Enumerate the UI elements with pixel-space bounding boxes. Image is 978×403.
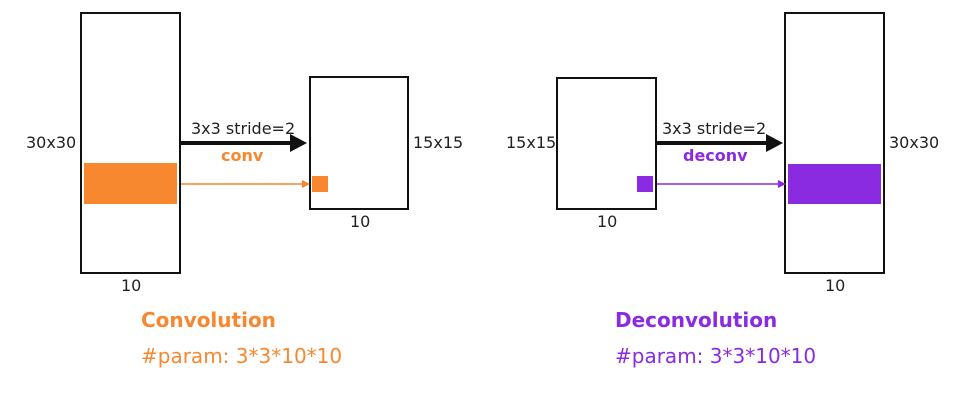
deconv-output-block bbox=[784, 12, 885, 274]
deconv-param-text: #param: 3*3*10*10 bbox=[615, 344, 817, 368]
conv-main-arrowhead bbox=[290, 134, 307, 152]
conv-arrow-label: 3x3 stride=2 bbox=[191, 119, 296, 138]
conv-param-text: #param: 3*3*10*10 bbox=[141, 344, 343, 368]
conv-input-block bbox=[80, 12, 181, 274]
conv-mapping-arrowhead bbox=[302, 180, 310, 188]
deconv-output-region bbox=[788, 164, 881, 204]
conv-input-region bbox=[84, 163, 177, 204]
deconv-op-name: deconv bbox=[683, 146, 748, 165]
deconv-title: Deconvolution bbox=[615, 308, 778, 332]
conv-input-depth-label: 10 bbox=[121, 276, 142, 295]
deconv-main-arrowhead bbox=[766, 134, 783, 152]
deconv-input-cell bbox=[637, 176, 653, 192]
deconv-output-size-label: 30x30 bbox=[889, 133, 940, 152]
deconv-mapping-arrowhead bbox=[778, 180, 786, 188]
deconv-arrow-label: 3x3 stride=2 bbox=[662, 119, 767, 138]
deconv-output-depth-label: 10 bbox=[825, 276, 846, 295]
deconv-input-size-label: 15x15 bbox=[506, 133, 557, 152]
conv-output-depth-label: 10 bbox=[350, 212, 371, 231]
conv-output-cell bbox=[312, 176, 328, 192]
conv-output-size-label: 15x15 bbox=[413, 133, 464, 152]
conv-title: Convolution bbox=[141, 308, 276, 332]
deconv-input-depth-label: 10 bbox=[597, 212, 618, 231]
conv-input-size-label: 30x30 bbox=[26, 133, 77, 152]
conv-op-name: conv bbox=[221, 146, 264, 165]
